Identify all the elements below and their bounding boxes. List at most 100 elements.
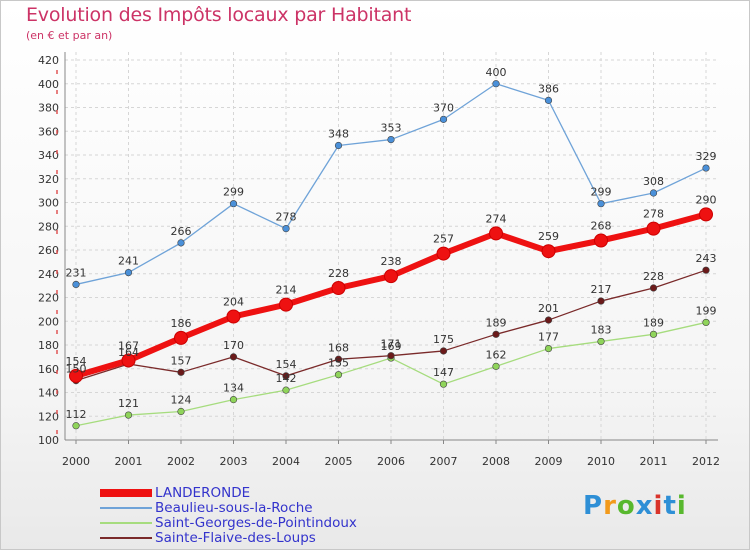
data-point: [702, 266, 710, 274]
data-label: 169: [381, 340, 402, 353]
data-label: 183: [591, 323, 612, 336]
data-label: 155: [328, 357, 349, 370]
logo-letter: i: [676, 491, 687, 521]
data-label: 400: [486, 66, 507, 79]
y-tick-label: 240: [38, 268, 59, 281]
data-label: 308: [643, 175, 664, 188]
data-point: [334, 371, 343, 379]
data-point: [282, 386, 290, 394]
data-label: 112: [66, 408, 87, 421]
chart-subtitle: (en € et par an): [26, 29, 113, 42]
data-point: [334, 355, 343, 363]
x-tick-label: 2011: [640, 455, 668, 468]
y-tick-label: 380: [38, 102, 59, 115]
data-point: [649, 189, 658, 197]
data-label: 231: [66, 266, 87, 279]
data-labels: 154 167 186 204 214 228 238 257 274 259 268 278 290 2…: [66, 66, 717, 421]
data-label: 134: [223, 382, 244, 395]
data-label: 353: [381, 122, 402, 135]
data-label: 186: [171, 317, 192, 330]
data-point: [331, 281, 346, 295]
logo-letter: P: [583, 491, 604, 521]
x-tick-label: 2005: [325, 455, 353, 468]
data-label: 170: [223, 339, 244, 352]
data-label: 142: [276, 372, 297, 385]
data-label: 189: [486, 316, 507, 329]
data-point: [384, 269, 398, 284]
data-label: 204: [223, 296, 244, 309]
legend-label: Sainte-Flaive-des-Loups: [155, 530, 316, 546]
logo-letter: o: [616, 491, 636, 521]
data-label: 278: [643, 208, 664, 221]
data-point: [492, 80, 500, 88]
y-tick-label: 220: [38, 292, 59, 305]
axes: 100 120 140 160 180 200 220 240 260 280 300 320 340 3…: [38, 52, 720, 468]
grid-lines: [65, 52, 718, 441]
data-label: 171: [381, 338, 402, 351]
x-tick-label: 2012: [692, 455, 720, 468]
data-point: [282, 225, 290, 233]
data-label: 329: [696, 150, 717, 163]
data-point: [702, 164, 710, 172]
data-label: 167: [118, 339, 139, 352]
data-label: 370: [433, 101, 454, 114]
data-point: [229, 396, 238, 404]
data-label: 257: [433, 233, 454, 246]
y-tick-label: 360: [38, 125, 59, 138]
logo-letter: t: [663, 491, 677, 521]
data-label: 268: [591, 220, 612, 233]
legend-item: LANDERONDE: [100, 485, 250, 501]
legend-label: Beaulieu-sous-la-Roche: [155, 500, 313, 516]
data-point: [124, 411, 133, 419]
data-point: [229, 353, 238, 361]
data-point: [597, 200, 605, 208]
data-point: [492, 362, 500, 370]
data-label: 175: [433, 333, 454, 346]
data-label: 150: [66, 363, 87, 376]
data-point: [334, 141, 343, 150]
y-tick-label: 100: [38, 434, 59, 447]
data-point: [124, 268, 133, 277]
data-point: [597, 297, 605, 305]
data-label: 348: [328, 128, 349, 141]
legend-swatch: [100, 489, 152, 497]
legend-item: Saint-Georges-de-Pointindoux: [100, 515, 357, 531]
legend-label: Saint-Georges-de-Pointindoux: [155, 515, 357, 531]
proxiti-logo: Proxiti: [583, 491, 687, 521]
logo-letter: i: [653, 491, 664, 521]
series-lines: [69, 80, 713, 430]
data-point: [121, 353, 136, 368]
data-label: 243: [696, 252, 717, 265]
data-point: [649, 330, 658, 338]
y-tick-label: 120: [38, 410, 59, 423]
data-label: 274: [486, 212, 507, 225]
data-point: [72, 280, 80, 289]
legend-item: Beaulieu-sous-la-Roche: [100, 500, 313, 516]
y-tick-label: 260: [38, 244, 59, 257]
data-point: [646, 221, 661, 236]
data-point: [439, 115, 448, 123]
legend-label: LANDERONDE: [155, 485, 251, 501]
chart-title: Evolution des Impôts locaux par Habitant: [26, 4, 412, 26]
y-tick-label: 180: [38, 339, 59, 352]
data-label: 299: [223, 186, 244, 199]
data-label: 217: [591, 283, 612, 296]
x-tick-label: 2009: [535, 455, 563, 468]
data-label: 259: [538, 230, 559, 243]
data-label: 299: [591, 186, 612, 199]
data-point: [544, 316, 553, 324]
data-label: 157: [171, 354, 192, 367]
data-point: [177, 407, 185, 416]
data-label: 164: [118, 346, 139, 359]
data-label: 214: [276, 284, 297, 297]
data-label: 154: [66, 355, 87, 368]
data-point: [492, 330, 500, 338]
data-point: [702, 318, 710, 327]
data-point: [594, 233, 608, 248]
data-point: [177, 368, 185, 376]
data-point: [597, 337, 605, 346]
data-point: [387, 135, 395, 144]
x-tick-label: 2002: [167, 455, 195, 468]
data-label: 199: [696, 304, 717, 317]
